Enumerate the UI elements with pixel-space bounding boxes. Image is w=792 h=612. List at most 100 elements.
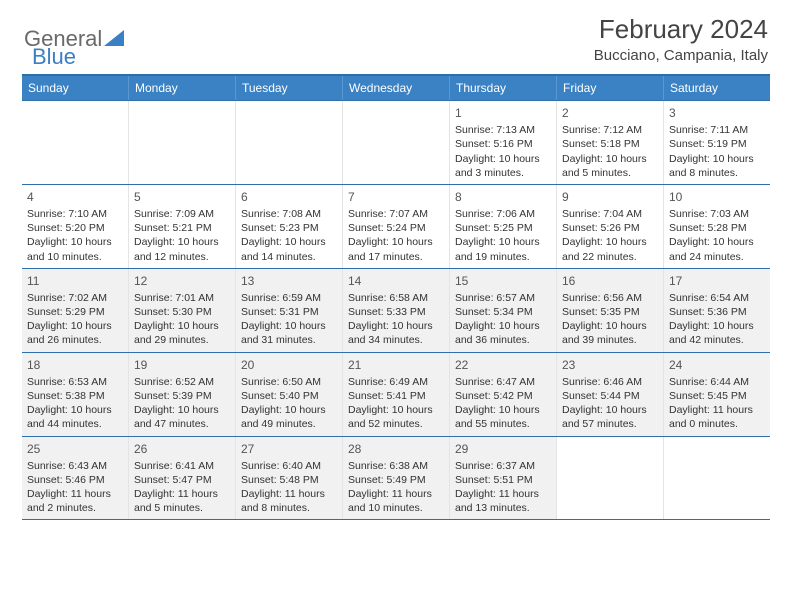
sunrise-line: Sunrise: 7:02 AM: [27, 291, 123, 305]
sunset-line: Sunset: 5:38 PM: [27, 389, 123, 403]
sunset-line: Sunset: 5:29 PM: [27, 305, 123, 319]
day-number: 9: [562, 189, 658, 205]
daylight-line: Daylight: 10 hours and 47 minutes.: [134, 403, 230, 431]
weekday-header: Friday: [557, 76, 664, 100]
sunrise-line: Sunrise: 6:44 AM: [669, 375, 765, 389]
day-number: 1: [455, 105, 551, 121]
weekday-header-row: SundayMondayTuesdayWednesdayThursdayFrid…: [22, 76, 770, 100]
day-cell: 14Sunrise: 6:58 AMSunset: 5:33 PMDayligh…: [343, 269, 450, 352]
day-cell: 2Sunrise: 7:12 AMSunset: 5:18 PMDaylight…: [557, 101, 664, 184]
weekday-header: Sunday: [22, 76, 129, 100]
sunset-line: Sunset: 5:51 PM: [455, 473, 551, 487]
day-cell: 27Sunrise: 6:40 AMSunset: 5:48 PMDayligh…: [236, 437, 343, 520]
sunset-line: Sunset: 5:49 PM: [348, 473, 444, 487]
weekday-header: Tuesday: [236, 76, 343, 100]
day-number: 25: [27, 441, 123, 457]
sunset-line: Sunset: 5:40 PM: [241, 389, 337, 403]
day-cell: 24Sunrise: 6:44 AMSunset: 5:45 PMDayligh…: [664, 353, 770, 436]
day-cell: 25 Sunrise: 6:43 AMSunset: 5:46 PMDayligh…: [22, 437, 129, 520]
day-number: 27: [241, 441, 337, 457]
daylight-line: Daylight: 10 hours and 17 minutes.: [348, 235, 444, 263]
daylight-line: Daylight: 11 hours and 2 minutes.: [27, 487, 123, 515]
day-number: 7: [348, 189, 444, 205]
daylight-line: Daylight: 10 hours and 26 minutes.: [27, 319, 123, 347]
daylight-line: Daylight: 10 hours and 14 minutes.: [241, 235, 337, 263]
day-cell: 9Sunrise: 7:04 AMSunset: 5:26 PMDaylight…: [557, 185, 664, 268]
daylight-line: Daylight: 10 hours and 12 minutes.: [134, 235, 230, 263]
day-cell: 19Sunrise: 6:52 AMSunset: 5:39 PMDayligh…: [129, 353, 236, 436]
weekday-header: Thursday: [450, 76, 557, 100]
sunset-line: Sunset: 5:20 PM: [27, 221, 123, 235]
daylight-line: Daylight: 10 hours and 8 minutes.: [669, 152, 765, 180]
weeks-container: 1Sunrise: 7:13 AMSunset: 5:16 PMDaylight…: [22, 100, 770, 519]
day-cell: 1Sunrise: 7:13 AMSunset: 5:16 PMDaylight…: [450, 101, 557, 184]
day-number: 3: [669, 105, 765, 121]
daylight-line: Daylight: 10 hours and 19 minutes.: [455, 235, 551, 263]
sunrise-line: Sunrise: 7:12 AM: [562, 123, 658, 137]
sunrise-line: Sunrise: 6:40 AM: [241, 459, 337, 473]
day-number: 5: [134, 189, 230, 205]
day-cell: 5Sunrise: 7:09 AMSunset: 5:21 PMDaylight…: [129, 185, 236, 268]
sunrise-line: Sunrise: 6:57 AM: [455, 291, 551, 305]
day-cell: 29Sunrise: 6:37 AMSunset: 5:51 PMDayligh…: [450, 437, 557, 520]
day-cell: 16Sunrise: 6:56 AMSunset: 5:35 PMDayligh…: [557, 269, 664, 352]
sunrise-line: Sunrise: 7:10 AM: [27, 207, 123, 221]
sunrise-line: Sunrise: 7:04 AM: [562, 207, 658, 221]
day-cell: 17Sunrise: 6:54 AMSunset: 5:36 PMDayligh…: [664, 269, 770, 352]
day-cell: 8Sunrise: 7:06 AMSunset: 5:25 PMDaylight…: [450, 185, 557, 268]
sunrise-line: Sunrise: 6:43 AM: [27, 459, 123, 473]
daylight-line: Daylight: 10 hours and 31 minutes.: [241, 319, 337, 347]
daylight-line: Daylight: 10 hours and 52 minutes.: [348, 403, 444, 431]
sunrise-line: Sunrise: 6:38 AM: [348, 459, 444, 473]
daylight-line: Daylight: 10 hours and 39 minutes.: [562, 319, 658, 347]
sunset-line: Sunset: 5:24 PM: [348, 221, 444, 235]
daylight-line: Daylight: 10 hours and 24 minutes.: [669, 235, 765, 263]
sunset-line: Sunset: 5:28 PM: [669, 221, 765, 235]
day-number: 20: [241, 357, 337, 373]
daylight-line: Daylight: 11 hours and 10 minutes.: [348, 487, 444, 515]
sunset-line: Sunset: 5:30 PM: [134, 305, 230, 319]
sunset-line: Sunset: 5:36 PM: [669, 305, 765, 319]
sunrise-line: Sunrise: 6:50 AM: [241, 375, 337, 389]
day-cell-empty: [664, 437, 770, 520]
day-cell: 4Sunrise: 7:10 AMSunset: 5:20 PMDaylight…: [22, 185, 129, 268]
day-number: 16: [562, 273, 658, 289]
day-number: 18: [27, 357, 123, 373]
day-number: 24: [669, 357, 765, 373]
day-cell-empty: [343, 101, 450, 184]
day-number: 8: [455, 189, 551, 205]
calendar: SundayMondayTuesdayWednesdayThursdayFrid…: [22, 74, 770, 520]
sunrise-line: Sunrise: 6:59 AM: [241, 291, 337, 305]
title-block: February 2024 Bucciano, Campania, Italy: [594, 14, 768, 64]
day-number: 11: [27, 273, 123, 289]
day-number: 19: [134, 357, 230, 373]
day-cell: 26Sunrise: 6:41 AMSunset: 5:47 PMDayligh…: [129, 437, 236, 520]
daylight-line: Daylight: 10 hours and 57 minutes.: [562, 403, 658, 431]
sunrise-line: Sunrise: 7:09 AM: [134, 207, 230, 221]
week-row: 18Sunrise: 6:53 AMSunset: 5:38 PMDayligh…: [22, 352, 770, 436]
sunset-line: Sunset: 5:45 PM: [669, 389, 765, 403]
day-number: 14: [348, 273, 444, 289]
daylight-line: Daylight: 11 hours and 5 minutes.: [134, 487, 230, 515]
sunrise-line: Sunrise: 6:52 AM: [134, 375, 230, 389]
sunset-line: Sunset: 5:46 PM: [27, 473, 123, 487]
sunset-line: Sunset: 5:23 PM: [241, 221, 337, 235]
month-title: February 2024: [594, 14, 768, 45]
weekday-header: Saturday: [664, 76, 770, 100]
week-row: 11Sunrise: 7:02 AMSunset: 5:29 PMDayligh…: [22, 268, 770, 352]
daylight-line: Daylight: 11 hours and 13 minutes.: [455, 487, 551, 515]
sunrise-line: Sunrise: 6:47 AM: [455, 375, 551, 389]
day-number: 6: [241, 189, 337, 205]
header: General February 2024 Bucciano, Campania…: [0, 0, 792, 70]
sunrise-line: Sunrise: 7:03 AM: [669, 207, 765, 221]
daylight-line: Daylight: 10 hours and 42 minutes.: [669, 319, 765, 347]
day-number: 29: [455, 441, 551, 457]
daylight-line: Daylight: 10 hours and 10 minutes.: [27, 235, 123, 263]
day-number: 21: [348, 357, 444, 373]
sunset-line: Sunset: 5:47 PM: [134, 473, 230, 487]
sunset-line: Sunset: 5:35 PM: [562, 305, 658, 319]
daylight-line: Daylight: 10 hours and 49 minutes.: [241, 403, 337, 431]
day-number: 28: [348, 441, 444, 457]
daylight-line: Daylight: 10 hours and 5 minutes.: [562, 152, 658, 180]
day-cell-empty: [557, 437, 664, 520]
